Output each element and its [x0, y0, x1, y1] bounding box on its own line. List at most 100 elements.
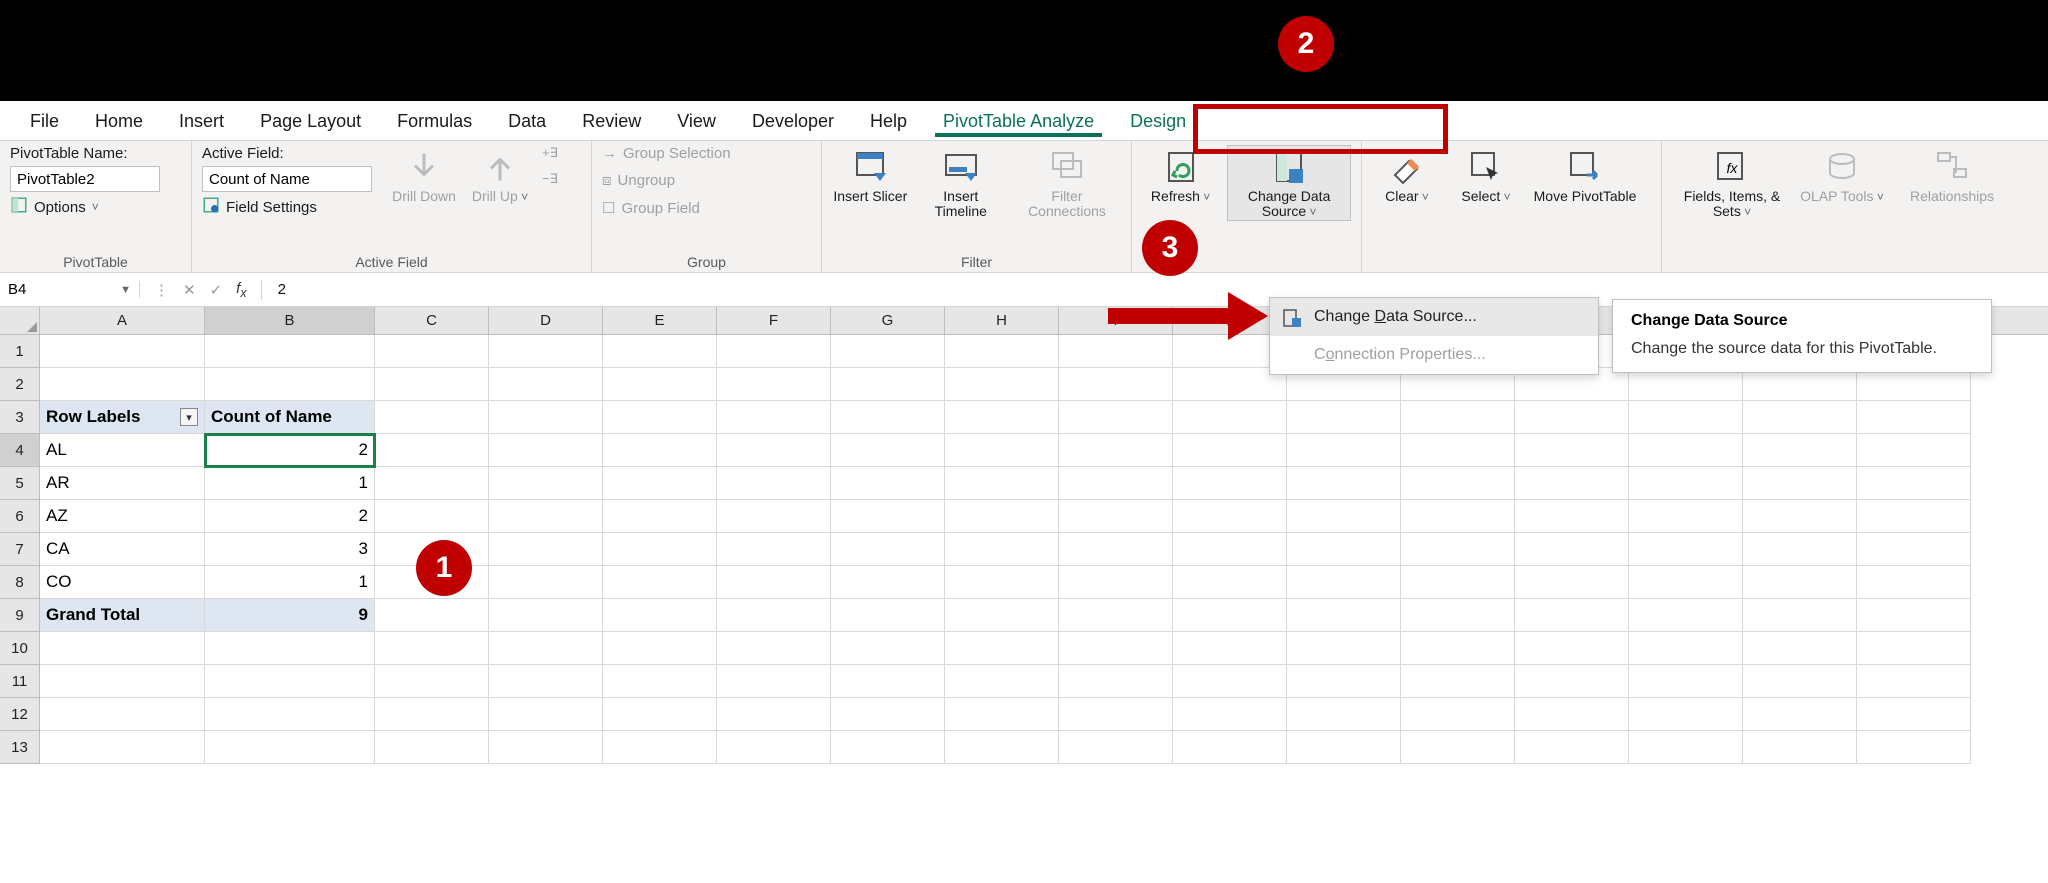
cell[interactable]: [1173, 401, 1287, 434]
cell[interactable]: [1059, 500, 1173, 533]
cell[interactable]: [1173, 632, 1287, 665]
cell[interactable]: [831, 698, 945, 731]
cell[interactable]: [1743, 632, 1857, 665]
cell[interactable]: [1515, 599, 1629, 632]
name-box[interactable]: B4 ▼: [0, 281, 140, 298]
cell[interactable]: [1515, 632, 1629, 665]
cell[interactable]: [1287, 665, 1401, 698]
cell[interactable]: [717, 566, 831, 599]
cell[interactable]: [1857, 566, 1971, 599]
row-header[interactable]: 10: [0, 632, 40, 665]
move-pivottable-button[interactable]: Move PivotTable: [1530, 145, 1640, 204]
cell[interactable]: [1857, 368, 1971, 401]
cell[interactable]: [489, 731, 603, 764]
cell[interactable]: [1743, 500, 1857, 533]
cell[interactable]: [1059, 731, 1173, 764]
col-header-C[interactable]: C: [375, 307, 489, 334]
cell[interactable]: [1173, 731, 1287, 764]
cell[interactable]: [375, 500, 489, 533]
cell[interactable]: [603, 434, 717, 467]
dropdown-change-data-source[interactable]: Change Data Source...: [1270, 298, 1598, 336]
cell[interactable]: [603, 500, 717, 533]
cell[interactable]: [1173, 434, 1287, 467]
insert-timeline-button[interactable]: Insert Timeline: [917, 145, 1005, 220]
cell[interactable]: [205, 335, 375, 368]
cell[interactable]: [1173, 665, 1287, 698]
cell[interactable]: [1515, 467, 1629, 500]
cell[interactable]: [1401, 434, 1515, 467]
cell[interactable]: [831, 401, 945, 434]
fields-items-sets-button[interactable]: fx Fields, Items, & Sets: [1672, 145, 1792, 220]
cell[interactable]: [945, 500, 1059, 533]
cell[interactable]: [1173, 500, 1287, 533]
cell[interactable]: [1401, 632, 1515, 665]
cell[interactable]: [375, 467, 489, 500]
cell[interactable]: [489, 401, 603, 434]
cell[interactable]: [489, 500, 603, 533]
cell[interactable]: [717, 401, 831, 434]
cell[interactable]: [717, 665, 831, 698]
cell[interactable]: [1287, 632, 1401, 665]
field-settings-button[interactable]: Field Settings: [202, 196, 382, 218]
cell[interactable]: [603, 665, 717, 698]
cell[interactable]: [40, 731, 205, 764]
row-header[interactable]: 1: [0, 335, 40, 368]
cell[interactable]: [717, 500, 831, 533]
cell[interactable]: [1173, 599, 1287, 632]
tab-review[interactable]: Review: [566, 105, 657, 136]
cell[interactable]: [1629, 434, 1743, 467]
cell[interactable]: [1515, 500, 1629, 533]
cell[interactable]: [1857, 698, 1971, 731]
cell[interactable]: [1857, 401, 1971, 434]
cell[interactable]: [1287, 599, 1401, 632]
cell[interactable]: [1059, 368, 1173, 401]
tab-file[interactable]: File: [14, 105, 75, 136]
cell[interactable]: [1515, 401, 1629, 434]
cell[interactable]: [1401, 731, 1515, 764]
cell[interactable]: [1629, 731, 1743, 764]
row-header[interactable]: 4: [0, 434, 40, 467]
cell[interactable]: [205, 665, 375, 698]
cell[interactable]: [1059, 632, 1173, 665]
cell[interactable]: [831, 731, 945, 764]
cell[interactable]: [1059, 467, 1173, 500]
cell[interactable]: Grand Total: [40, 599, 205, 632]
cell[interactable]: [717, 335, 831, 368]
cell[interactable]: [375, 599, 489, 632]
cell[interactable]: [945, 401, 1059, 434]
cell[interactable]: [1401, 533, 1515, 566]
cell[interactable]: [717, 467, 831, 500]
cell[interactable]: [1173, 566, 1287, 599]
col-header-D[interactable]: D: [489, 307, 603, 334]
cell[interactable]: [1857, 632, 1971, 665]
cell[interactable]: [945, 599, 1059, 632]
cell[interactable]: Count of Name: [205, 401, 375, 434]
cell[interactable]: [205, 698, 375, 731]
cell[interactable]: [1401, 467, 1515, 500]
cell[interactable]: [1059, 665, 1173, 698]
cell[interactable]: [603, 731, 717, 764]
change-data-source-button[interactable]: Change Data Source: [1227, 145, 1351, 221]
cell[interactable]: [1629, 599, 1743, 632]
cell[interactable]: [1743, 599, 1857, 632]
cell[interactable]: [1401, 665, 1515, 698]
tab-view[interactable]: View: [661, 105, 732, 136]
cell[interactable]: [489, 665, 603, 698]
cell[interactable]: Row Labels▾: [40, 401, 205, 434]
cell[interactable]: [603, 401, 717, 434]
cell[interactable]: [1401, 401, 1515, 434]
cell[interactable]: [717, 632, 831, 665]
cell[interactable]: [831, 665, 945, 698]
cell[interactable]: [717, 731, 831, 764]
cell[interactable]: [831, 467, 945, 500]
cell[interactable]: [1857, 467, 1971, 500]
cell[interactable]: [1629, 698, 1743, 731]
cell[interactable]: [603, 467, 717, 500]
cell[interactable]: [945, 467, 1059, 500]
cell[interactable]: [603, 533, 717, 566]
cell[interactable]: [831, 500, 945, 533]
select-all-corner[interactable]: [0, 307, 40, 334]
tab-insert[interactable]: Insert: [163, 105, 240, 136]
cell[interactable]: [489, 533, 603, 566]
cell[interactable]: [717, 698, 831, 731]
